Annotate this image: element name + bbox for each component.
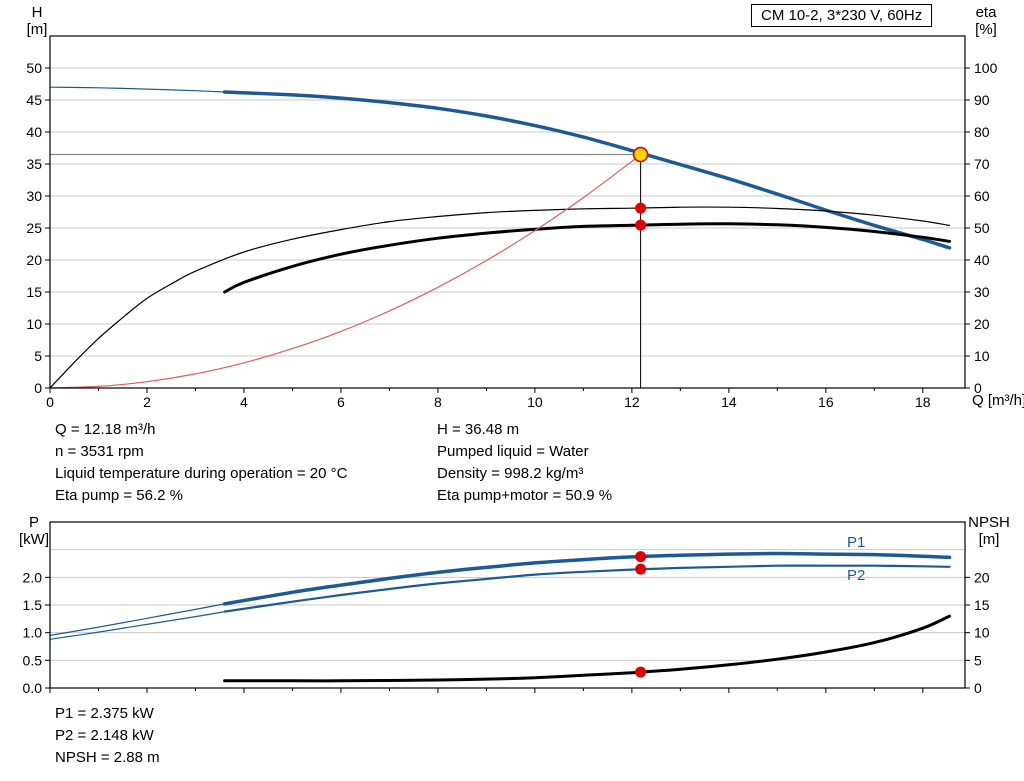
npsh-axis-title: NPSH [m] bbox=[960, 514, 1018, 548]
head-axis-title-line1: H bbox=[31, 4, 43, 21]
eta-axis-title-line2: [%] bbox=[975, 21, 997, 38]
speed-value: n = 3531 rpm bbox=[55, 443, 144, 460]
npsh-value: NPSH = 2.88 m bbox=[55, 749, 160, 766]
head-axis-title-line2: [m] bbox=[26, 21, 48, 38]
svg-text:0: 0 bbox=[974, 380, 982, 396]
svg-text:18: 18 bbox=[915, 394, 931, 410]
flow-axis-title: Q [m³/h] bbox=[972, 392, 1024, 409]
eta-axis-title-line1: eta bbox=[975, 4, 997, 21]
svg-text:90: 90 bbox=[974, 92, 990, 108]
operating-info-left: Q = 12.18 m³/h n = 3531 rpm Liquid tempe… bbox=[55, 419, 347, 507]
svg-text:4: 4 bbox=[240, 394, 248, 410]
operating-info-right: H = 36.48 m Pumped liquid = Water Densit… bbox=[437, 419, 612, 507]
svg-text:8: 8 bbox=[434, 394, 442, 410]
svg-text:0: 0 bbox=[46, 394, 54, 410]
svg-text:15: 15 bbox=[974, 597, 990, 613]
p2-value: P2 = 2.148 kW bbox=[55, 727, 154, 744]
svg-text:1.0: 1.0 bbox=[23, 625, 43, 641]
svg-text:0.0: 0.0 bbox=[23, 680, 43, 696]
power-axis-title: P [kW] bbox=[10, 514, 58, 548]
svg-text:50: 50 bbox=[26, 60, 42, 76]
head-value: H = 36.48 m bbox=[437, 421, 520, 438]
svg-text:80: 80 bbox=[974, 124, 990, 140]
svg-text:40: 40 bbox=[974, 252, 990, 268]
npsh-axis-title-line2: [m] bbox=[978, 531, 1000, 548]
svg-text:0: 0 bbox=[974, 680, 982, 696]
svg-text:16: 16 bbox=[818, 394, 834, 410]
npsh-axis-title-line1: NPSH bbox=[968, 514, 1010, 531]
power-axis-title-line2: [kW] bbox=[19, 531, 49, 548]
svg-text:14: 14 bbox=[721, 394, 737, 410]
svg-text:20: 20 bbox=[26, 252, 42, 268]
svg-text:60: 60 bbox=[974, 188, 990, 204]
svg-text:10: 10 bbox=[974, 348, 990, 364]
svg-text:70: 70 bbox=[974, 156, 990, 172]
svg-text:50: 50 bbox=[974, 220, 990, 236]
svg-text:100: 100 bbox=[974, 60, 998, 76]
liquid-temperature-value: Liquid temperature during operation = 20… bbox=[55, 465, 348, 482]
pump-model-text: CM 10-2, 3*230 V, 60Hz bbox=[761, 7, 923, 24]
svg-text:15: 15 bbox=[26, 284, 42, 300]
flow-value: Q = 12.18 m³/h bbox=[55, 421, 156, 438]
power-npsh-info: P1 = 2.375 kW P2 = 2.148 kW NPSH = 2.88 … bbox=[55, 703, 160, 769]
svg-text:10: 10 bbox=[974, 625, 990, 641]
svg-text:30: 30 bbox=[26, 188, 42, 204]
svg-text:0: 0 bbox=[34, 380, 42, 396]
svg-text:35: 35 bbox=[26, 156, 42, 172]
head-axis-title: H [m] bbox=[16, 4, 58, 38]
svg-text:2.0: 2.0 bbox=[23, 569, 43, 585]
svg-text:25: 25 bbox=[26, 220, 42, 236]
eta-axis-title: eta [%] bbox=[963, 4, 1009, 38]
svg-text:30: 30 bbox=[974, 284, 990, 300]
svg-text:2: 2 bbox=[143, 394, 151, 410]
svg-text:20: 20 bbox=[974, 316, 990, 332]
svg-text:10: 10 bbox=[26, 316, 42, 332]
pump-model-box: CM 10-2, 3*230 V, 60Hz bbox=[751, 4, 933, 27]
p1-curve-label: P1 bbox=[847, 534, 866, 551]
svg-text:1.5: 1.5 bbox=[23, 597, 43, 613]
svg-text:40: 40 bbox=[26, 124, 42, 140]
density-value: Density = 998.2 kg/m³ bbox=[437, 465, 584, 482]
svg-text:12: 12 bbox=[624, 394, 640, 410]
power-axis-title-line1: P bbox=[28, 514, 39, 531]
eta-pump-motor-value: Eta pump+motor = 50.9 % bbox=[437, 487, 613, 504]
svg-text:45: 45 bbox=[26, 92, 42, 108]
svg-text:20: 20 bbox=[974, 569, 990, 585]
p1-value: P1 = 2.375 kW bbox=[55, 705, 154, 722]
p2-curve-label: P2 bbox=[847, 567, 866, 584]
eta-pump-value: Eta pump = 56.2 % bbox=[55, 487, 183, 504]
pumped-liquid-value: Pumped liquid = Water bbox=[437, 443, 589, 460]
svg-text:0.5: 0.5 bbox=[23, 652, 43, 668]
svg-text:10: 10 bbox=[527, 394, 543, 410]
svg-text:6: 6 bbox=[337, 394, 345, 410]
svg-text:5: 5 bbox=[974, 652, 982, 668]
svg-text:5: 5 bbox=[34, 348, 42, 364]
